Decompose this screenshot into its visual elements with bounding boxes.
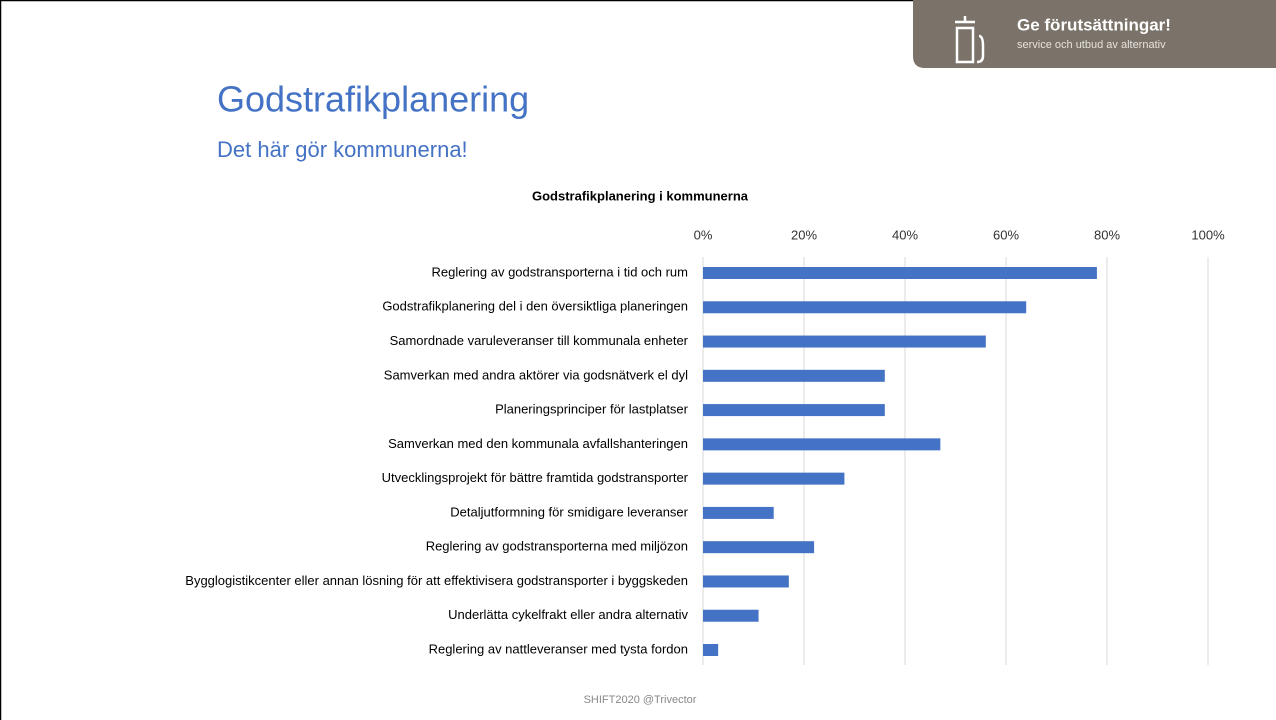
x-tick-label: 60% — [993, 227, 1019, 242]
chart-title: Godstrafikplanering i kommunerna — [532, 188, 749, 203]
y-tick-label: Reglering av godstransporterna i tid och… — [431, 264, 688, 279]
bar — [703, 335, 986, 348]
badge-subtitle: service och utbud av alternativ — [1017, 39, 1166, 51]
slide-subtitle: Det här gör kommunerna! — [217, 137, 468, 162]
badge — [913, 0, 1276, 68]
y-tick-label: Planeringsprinciper för lastplatser — [495, 402, 689, 417]
y-tick-label: Underlätta cykelfrakt eller andra altern… — [448, 607, 688, 622]
bar — [703, 609, 759, 622]
x-tick-label: 40% — [892, 227, 918, 242]
x-tick-label: 100% — [1191, 227, 1225, 242]
bar — [703, 404, 885, 417]
footer: SHIFT2020 @Trivector — [584, 694, 697, 706]
y-tick-label: Godstrafikplanering del i den översiktli… — [382, 299, 688, 314]
y-tick-label: Utvecklingsprojekt för bättre framtida g… — [382, 470, 689, 485]
y-tick-label: Samordnade varuleveranser till kommunala… — [390, 333, 689, 348]
badge-title: Ge förutsättningar! — [1017, 15, 1171, 34]
bar — [703, 644, 719, 656]
x-tick-label: 0% — [694, 227, 713, 242]
bar — [703, 301, 1027, 314]
y-tick-label: Samverkan med den kommunala avfallshante… — [388, 436, 688, 451]
x-tick-label: 80% — [1094, 227, 1120, 242]
bar — [703, 506, 774, 519]
bar — [703, 541, 815, 554]
y-tick-label: Bygglogistikcenter eller annan lösning f… — [185, 573, 688, 588]
badge-icon — [955, 16, 985, 64]
x-tick-label: 20% — [791, 227, 817, 242]
slide-title: Godstrafikplanering — [217, 79, 529, 120]
bar — [703, 369, 885, 382]
y-tick-label: Detaljutformning för smidigare leveranse… — [450, 504, 688, 519]
bar — [703, 575, 789, 588]
bar — [703, 472, 845, 485]
y-tick-label: Reglering av nattleveranser med tysta fo… — [429, 641, 688, 656]
bar — [703, 438, 941, 451]
y-tick-label: Samverkan med andra aktörer via godsnätv… — [384, 367, 688, 382]
bar — [703, 267, 1097, 279]
y-tick-label: Reglering av godstransporterna med miljö… — [426, 539, 688, 554]
